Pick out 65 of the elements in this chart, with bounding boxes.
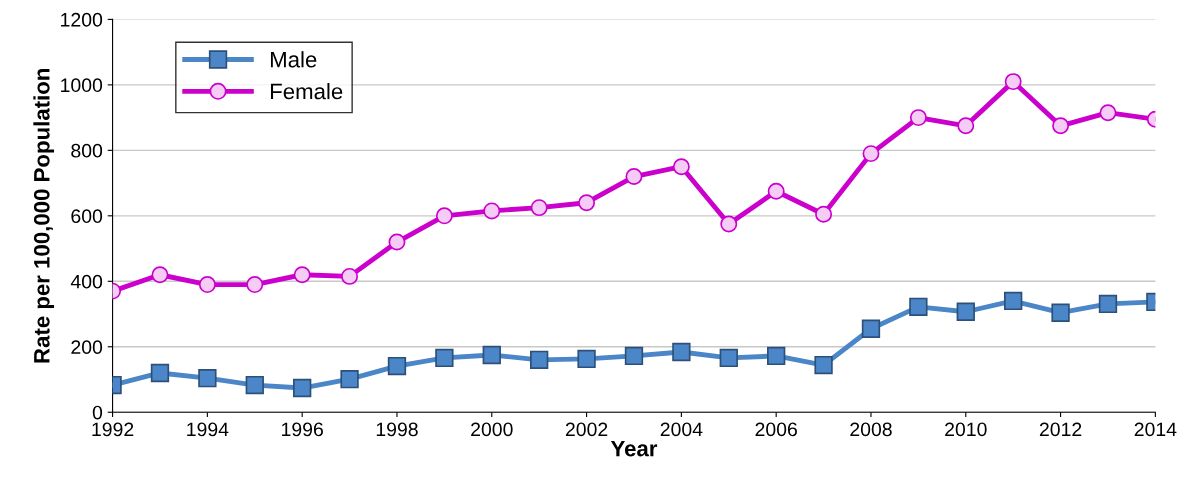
y-tick-label: 400 [70,274,103,289]
point [625,168,643,186]
point [1052,117,1070,135]
point [1004,73,1022,91]
point [530,199,548,217]
x-axis-title: Year [610,440,658,457]
x-tick-label: 1992 [92,422,134,437]
legend-label: Female [270,83,343,100]
y-tick-label: 200 [71,340,103,355]
legend-label: Male [270,51,317,68]
point [720,215,738,233]
point [578,194,596,212]
point [767,182,785,200]
point [341,267,359,285]
x-tick-label: 2004 [660,422,703,437]
point [293,378,312,398]
point [340,370,359,389]
x-tick-label: 2006 [755,422,797,437]
x-tick-label: 2002 [565,422,608,437]
point [198,369,217,388]
y-tick-label: 600 [71,209,103,224]
point [909,109,927,127]
y-tick-label: 0 [92,405,103,420]
point [151,266,169,284]
point [387,356,407,376]
point [862,145,880,163]
point [435,207,453,225]
point [672,342,691,362]
y-axis-title: Rate per 100,000 Population [33,68,55,363]
x-tick-label: 1994 [187,422,229,437]
point [482,345,501,365]
point [957,117,975,135]
y-tick-label: 800 [71,143,103,158]
point [1051,303,1070,322]
point [198,276,216,294]
point [624,346,644,366]
point [672,158,690,176]
point [1004,291,1023,311]
point [435,348,454,368]
y-tick-label: 1200 [61,12,103,27]
x-tick-label: 2008 [850,422,892,437]
x-tick-label: 2012 [1039,422,1082,437]
point [814,355,833,375]
point [1098,294,1118,314]
x-tick-label: 2000 [471,422,513,437]
point [150,363,170,383]
y-tick-label: 1000 [61,78,103,93]
x-tick-label: 2010 [945,422,987,437]
point [767,346,786,366]
x-tick-label: 1998 [376,422,418,437]
point [483,202,501,220]
point [815,205,833,223]
point [909,297,928,317]
point [293,266,311,284]
point [956,302,975,321]
point [861,319,881,338]
x-tick-label: 2014 [1134,422,1177,437]
point [246,276,264,294]
point [577,349,596,369]
point [530,350,549,370]
point [245,375,264,395]
point [719,348,738,368]
point [1099,104,1117,122]
point [388,233,406,251]
x-tick-label: 1996 [282,422,323,437]
